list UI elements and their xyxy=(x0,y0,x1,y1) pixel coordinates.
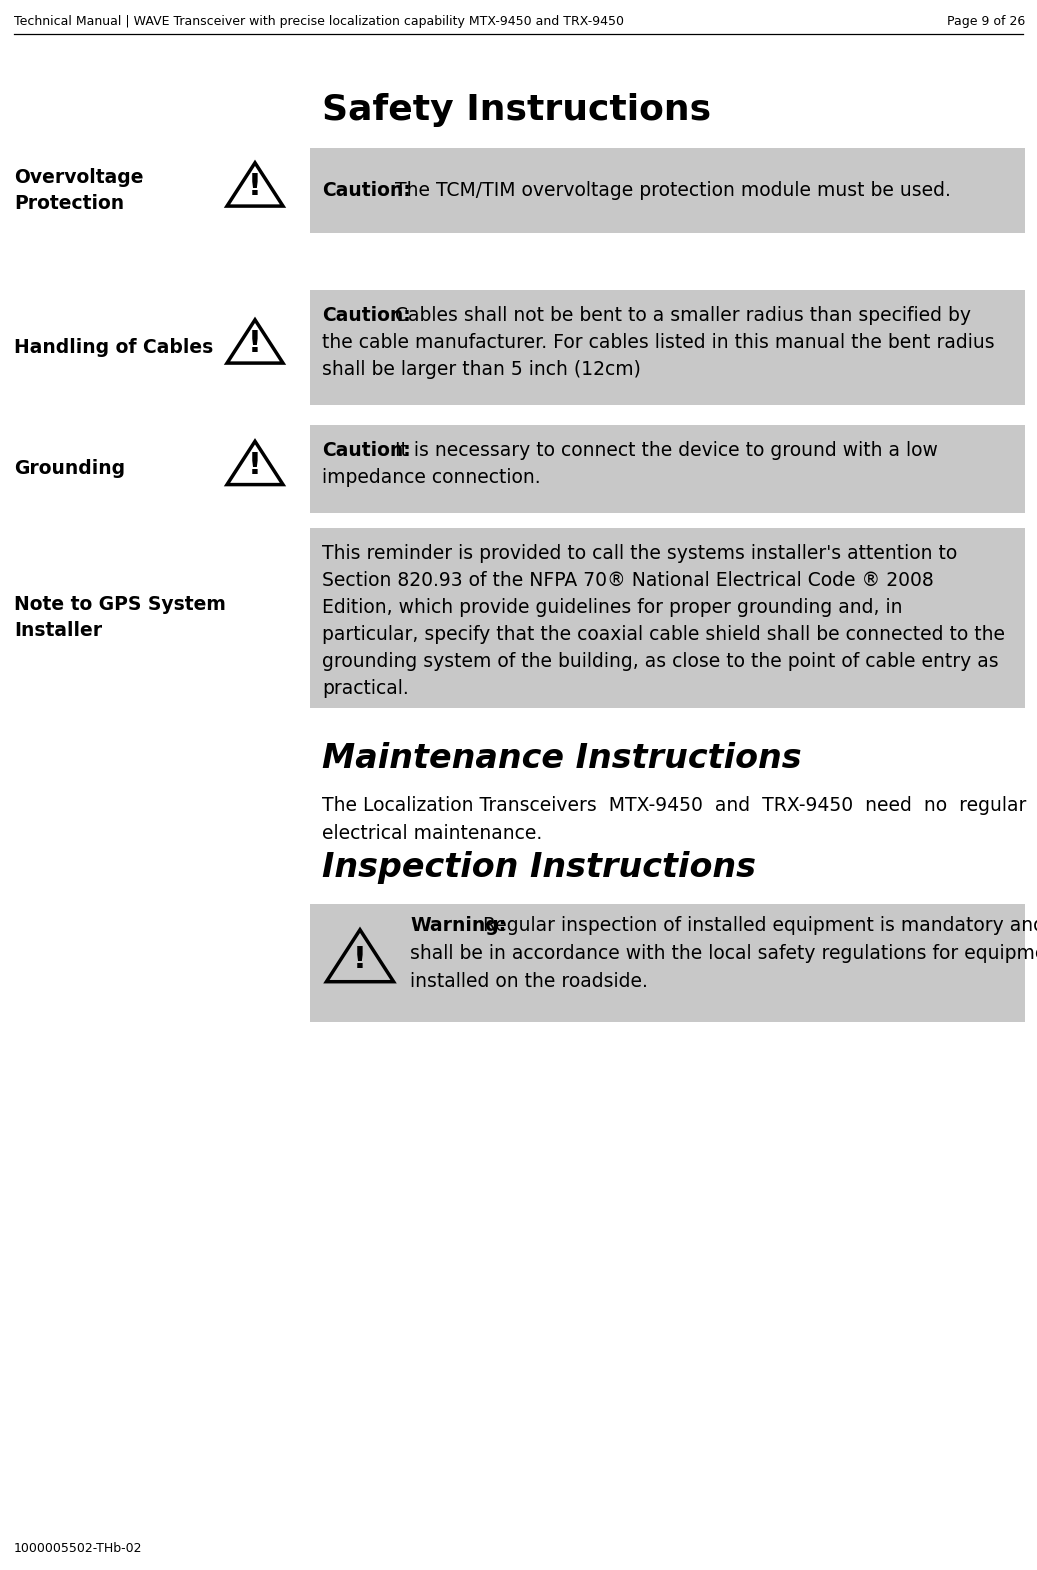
Text: Caution:: Caution: xyxy=(323,441,411,460)
Text: electrical maintenance.: electrical maintenance. xyxy=(323,824,542,843)
Text: Grounding: Grounding xyxy=(15,460,125,479)
Text: Edition, which provide guidelines for proper grounding and, in: Edition, which provide guidelines for pr… xyxy=(323,598,902,617)
Text: shall be in accordance with the local safety regulations for equipment: shall be in accordance with the local sa… xyxy=(410,944,1037,962)
Text: !: ! xyxy=(248,451,262,479)
Text: shall be larger than 5 inch (12cm): shall be larger than 5 inch (12cm) xyxy=(323,360,641,378)
Text: 1000005502-THb-02: 1000005502-THb-02 xyxy=(15,1542,142,1554)
Text: installed on the roadside.: installed on the roadside. xyxy=(410,972,648,991)
Text: Cables shall not be bent to a smaller radius than specified by: Cables shall not be bent to a smaller ra… xyxy=(389,306,971,325)
Text: Warning:: Warning: xyxy=(410,915,506,936)
Text: Safety Instructions: Safety Instructions xyxy=(323,93,711,127)
FancyBboxPatch shape xyxy=(310,290,1025,405)
Text: Caution:: Caution: xyxy=(323,306,411,325)
Text: Page 9 of 26: Page 9 of 26 xyxy=(947,16,1025,28)
FancyBboxPatch shape xyxy=(310,528,1025,708)
Text: Inspection Instructions: Inspection Instructions xyxy=(323,851,756,884)
Text: the cable manufacturer. For cables listed in this manual the bent radius: the cable manufacturer. For cables liste… xyxy=(323,333,994,352)
Text: Installer: Installer xyxy=(15,622,102,641)
Text: Regular inspection of installed equipment is mandatory and: Regular inspection of installed equipmen… xyxy=(477,915,1037,936)
Text: practical.: practical. xyxy=(323,678,409,699)
Text: particular, specify that the coaxial cable shield shall be connected to the: particular, specify that the coaxial cab… xyxy=(323,625,1005,644)
FancyBboxPatch shape xyxy=(310,904,1025,1022)
Text: !: ! xyxy=(353,945,367,973)
Text: Technical Manual | WAVE Transceiver with precise localization capability MTX-945: Technical Manual | WAVE Transceiver with… xyxy=(15,16,624,28)
Text: impedance connection.: impedance connection. xyxy=(323,468,540,487)
Text: The Localization Transceivers  MTX-9450  and  TRX-9450  need  no  regular: The Localization Transceivers MTX-9450 a… xyxy=(323,796,1027,815)
Text: !: ! xyxy=(248,173,262,201)
Text: Maintenance Instructions: Maintenance Instructions xyxy=(323,741,802,774)
Text: grounding system of the building, as close to the point of cable entry as: grounding system of the building, as clo… xyxy=(323,652,999,670)
Text: It is necessary to connect the device to ground with a low: It is necessary to connect the device to… xyxy=(389,441,937,460)
FancyBboxPatch shape xyxy=(310,425,1025,513)
Text: Caution:: Caution: xyxy=(323,181,411,199)
Text: Overvoltage: Overvoltage xyxy=(15,168,143,187)
FancyBboxPatch shape xyxy=(310,148,1025,232)
Text: Section 820.93 of the NFPA 70® National Electrical Code ® 2008: Section 820.93 of the NFPA 70® National … xyxy=(323,571,933,590)
Text: The TCM/TIM overvoltage protection module must be used.: The TCM/TIM overvoltage protection modul… xyxy=(389,181,951,199)
Text: Note to GPS System: Note to GPS System xyxy=(15,595,226,614)
Text: This reminder is provided to call the systems installer's attention to: This reminder is provided to call the sy… xyxy=(323,543,957,564)
Text: Protection: Protection xyxy=(15,195,124,214)
Text: !: ! xyxy=(248,330,262,358)
Text: Handling of Cables: Handling of Cables xyxy=(15,338,214,356)
